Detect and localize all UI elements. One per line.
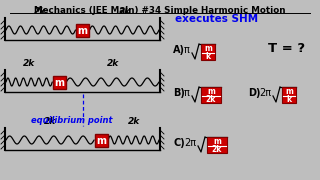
Text: π: π xyxy=(184,88,190,98)
Text: k: k xyxy=(286,95,292,104)
Bar xyxy=(201,44,215,60)
Bar xyxy=(201,87,221,103)
Text: executes SHM: executes SHM xyxy=(175,14,258,24)
Text: D): D) xyxy=(248,88,260,98)
Text: 2k: 2k xyxy=(34,7,46,16)
Bar xyxy=(53,75,66,89)
Text: 2k: 2k xyxy=(128,117,140,126)
Bar xyxy=(95,134,108,147)
Text: A): A) xyxy=(173,45,185,55)
Text: 2π: 2π xyxy=(259,88,271,98)
Bar xyxy=(207,137,227,153)
Text: m: m xyxy=(77,26,87,35)
Text: C): C) xyxy=(173,138,185,148)
Bar xyxy=(76,24,89,37)
Text: m: m xyxy=(213,137,221,146)
Text: π: π xyxy=(184,45,190,55)
Text: 2k: 2k xyxy=(22,59,35,68)
Text: equilibrium point: equilibrium point xyxy=(31,116,113,125)
Text: m: m xyxy=(96,136,106,145)
Text: m: m xyxy=(207,87,215,96)
Text: 2π: 2π xyxy=(184,138,196,148)
Text: 2k: 2k xyxy=(119,7,131,16)
Text: 2k: 2k xyxy=(212,145,222,154)
Text: m: m xyxy=(204,44,212,53)
Text: B): B) xyxy=(173,88,185,98)
Text: k: k xyxy=(205,52,211,61)
Text: T = ?: T = ? xyxy=(268,42,305,55)
Bar xyxy=(282,87,296,103)
Text: 2k: 2k xyxy=(44,117,56,126)
Text: m: m xyxy=(54,78,64,87)
Text: m: m xyxy=(285,87,293,96)
Text: 2k: 2k xyxy=(107,59,119,68)
Text: 2k: 2k xyxy=(206,95,216,104)
Text: Mechanics (JEE Main) #34 Simple Harmonic Motion: Mechanics (JEE Main) #34 Simple Harmonic… xyxy=(34,6,286,15)
